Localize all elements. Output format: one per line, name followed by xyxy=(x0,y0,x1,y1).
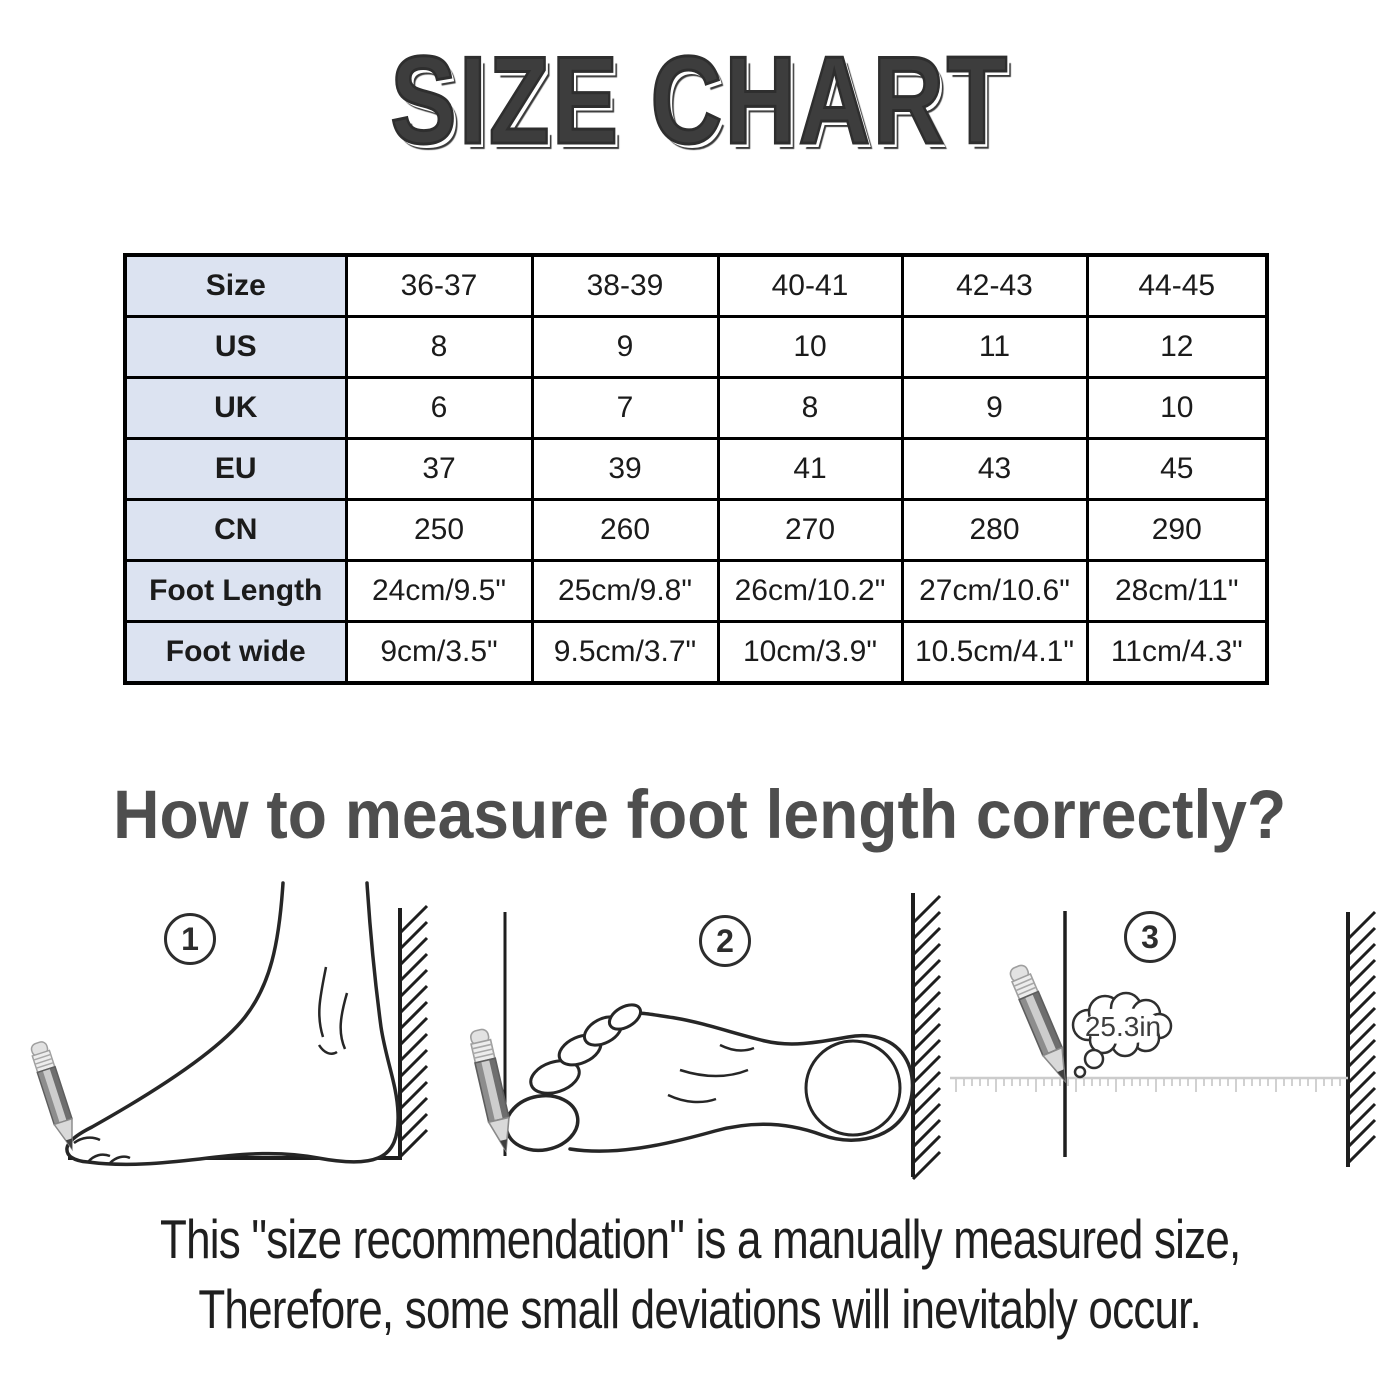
table-cell: 12 xyxy=(1085,315,1269,380)
foot-sole-illustration xyxy=(470,893,942,1181)
disclaimer: This "size recommendation" is a manually… xyxy=(0,1204,1400,1344)
foot-sole-outline xyxy=(568,1011,915,1153)
disclaimer-line-2: Therefore, some small deviations will in… xyxy=(198,1278,1202,1340)
table-cell: 11 xyxy=(900,315,1089,380)
pencil-icon xyxy=(1009,964,1067,1084)
step-2-badge: 2 xyxy=(699,915,751,967)
step-1-number: 1 xyxy=(181,920,199,957)
table-cell: 24cm/9.5" xyxy=(344,558,534,623)
ruler-ticks xyxy=(955,1079,1341,1092)
table-cell: 270 xyxy=(716,497,904,562)
table-row: US 8 9 10 11 12 xyxy=(123,315,1269,380)
toe-detail-line xyxy=(73,1136,101,1145)
table-cell: 41 xyxy=(716,437,904,501)
pencil-icon xyxy=(470,1028,510,1154)
row-header-cell: Size xyxy=(123,253,348,319)
table-cell: 26cm/10.2" xyxy=(716,558,904,623)
table-cell: 27cm/10.6" xyxy=(900,558,1089,623)
table-cell: 42-43 xyxy=(900,253,1089,319)
wall-hatch xyxy=(398,904,429,1159)
table-row: EU 37 39 41 43 45 xyxy=(123,437,1269,501)
table-cell: 39 xyxy=(530,437,720,501)
table-cell: 11cm/4.3" xyxy=(1085,619,1269,685)
table-cell: 38-39 xyxy=(530,253,720,319)
table-cell: 6 xyxy=(344,376,534,441)
howto-heading-text: How to measure foot length correctly? xyxy=(113,776,1287,853)
table-cell: 40-41 xyxy=(716,253,904,319)
row-header-cell: US xyxy=(123,315,348,380)
table-cell: 9cm/3.5" xyxy=(344,619,534,685)
table-cell: 7 xyxy=(530,376,720,441)
table-row: CN 250 260 270 280 290 xyxy=(123,497,1269,562)
size-chart-table: Size 36-37 38-39 40-41 42-43 44-45 US 8 9 10 11 12 U… xyxy=(123,253,1269,685)
table-row: Foot Length 24cm/9.5" 25cm/9.8" 26cm/10.2" 2… xyxy=(123,558,1269,623)
table-cell: 10 xyxy=(716,315,904,380)
table-cell: 43 xyxy=(900,437,1089,501)
thought-bubble-label: 25.3in xyxy=(1085,1011,1161,1042)
measurement-illustration: 25.3in xyxy=(950,910,1377,1167)
step-1-panel: 1 xyxy=(30,875,480,1190)
table-cell: 28cm/11" xyxy=(1085,558,1269,623)
pencil-icon xyxy=(30,1041,73,1152)
row-header-cell: EU xyxy=(123,437,348,501)
toe xyxy=(607,1003,643,1031)
row-header-cell: CN xyxy=(123,497,348,562)
row-header-cell: Foot wide xyxy=(123,619,348,685)
table-cell: 8 xyxy=(344,315,534,380)
table-cell: 44-45 xyxy=(1085,253,1269,319)
table-cell: 10 xyxy=(1085,376,1269,441)
disclaimer-line-1: This "size recommendation" is a manually… xyxy=(159,1208,1241,1270)
table-cell: 10.5cm/4.1" xyxy=(900,619,1089,685)
size-table-body: Size 36-37 38-39 40-41 42-43 44-45 US 8 9 10 11 12 U… xyxy=(123,253,1269,685)
table-cell: 8 xyxy=(716,376,904,441)
table-cell: 280 xyxy=(900,497,1089,562)
table-cell: 37 xyxy=(344,437,534,501)
table-cell: 9 xyxy=(530,315,720,380)
table-cell: 9.5cm/3.7" xyxy=(530,619,720,685)
thought-bubble xyxy=(1071,991,1173,1079)
table-cell: 45 xyxy=(1085,437,1269,501)
page-title: SIZE CHART xyxy=(0,30,1400,172)
howto-heading: How to measure foot length correctly? xyxy=(0,775,1400,854)
row-header-cell: UK xyxy=(123,376,348,441)
table-row: Size 36-37 38-39 40-41 42-43 44-45 xyxy=(123,253,1269,319)
ankle-detail-lines xyxy=(317,966,349,1055)
step-3-number: 3 xyxy=(1141,918,1159,955)
table-row: UK 6 7 8 9 10 xyxy=(123,376,1269,441)
wall-hatch xyxy=(1346,910,1377,1165)
heel-pad-line xyxy=(804,1039,902,1137)
row-header-cell: Foot Length xyxy=(123,558,348,623)
foot-side-outline xyxy=(65,881,400,1167)
step-3-panel: 3 25.3in xyxy=(950,875,1390,1190)
foot-side-illustration xyxy=(30,881,429,1167)
step-1-badge: 1 xyxy=(164,913,216,965)
wall-hatch xyxy=(911,894,942,1181)
toe-crease-lines xyxy=(87,1153,131,1164)
step-2-number: 2 xyxy=(716,922,734,959)
sole-crease-lines xyxy=(667,1043,755,1104)
table-cell: 36-37 xyxy=(344,253,534,319)
table-cell: 250 xyxy=(344,497,534,562)
table-cell: 25cm/9.8" xyxy=(530,558,720,623)
table-cell: 260 xyxy=(530,497,720,562)
table-cell: 10cm/3.9" xyxy=(716,619,904,685)
toe xyxy=(529,1059,581,1095)
step-3-badge: 3 xyxy=(1124,911,1176,963)
step-2-panel: 2 xyxy=(470,875,950,1190)
page-title-text: SIZE CHART xyxy=(389,31,1010,172)
table-row: Foot wide 9cm/3.5" 9.5cm/3.7" 10cm/3.9" 10.5… xyxy=(123,619,1269,685)
table-cell: 9 xyxy=(900,376,1089,441)
table-cell: 290 xyxy=(1085,497,1269,562)
big-toe xyxy=(504,1093,580,1153)
